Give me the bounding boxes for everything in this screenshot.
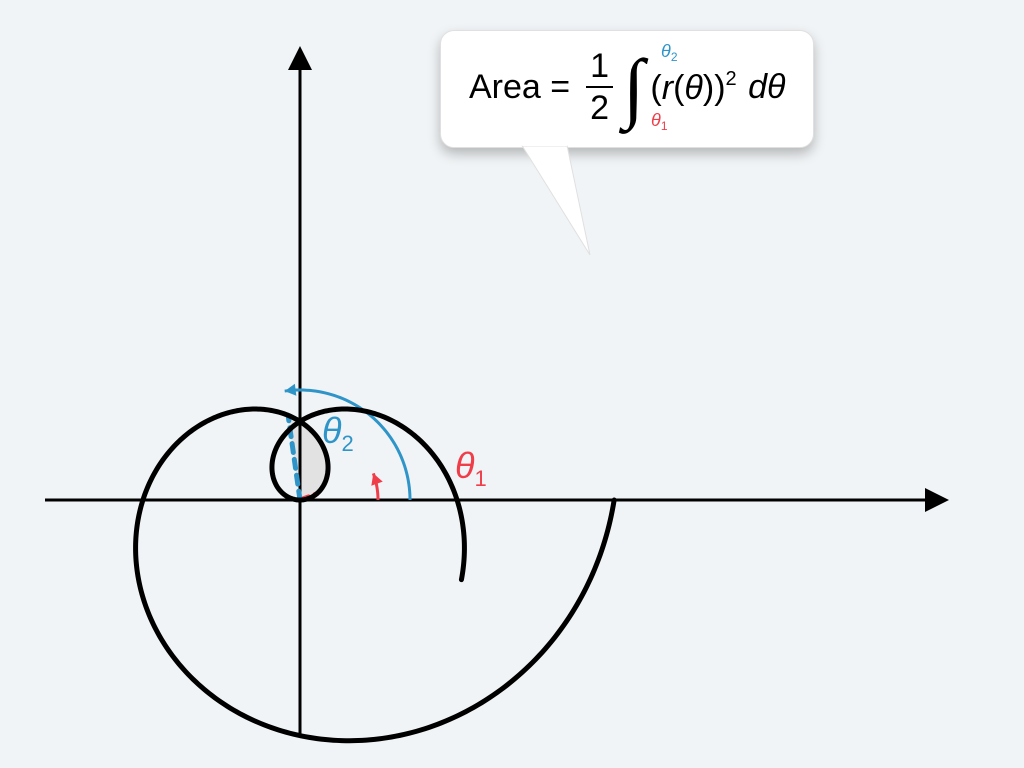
integral-block: ∫ θ2 θ1 <box>623 56 644 118</box>
fraction-denominator: 2 <box>586 88 613 125</box>
diagram-stage: Area = 1 2 ∫ θ2 θ1 (r(θ))2 dθ θ1 θ2 <box>0 0 1024 768</box>
integral-upper-bound: θ2 <box>661 42 677 63</box>
area-formula: Area = 1 2 ∫ θ2 θ1 (r(θ))2 dθ <box>469 49 785 125</box>
formula-lhs: Area = <box>469 70 570 104</box>
integrand: (r(θ))2 <box>650 69 736 105</box>
exponent-2: 2 <box>726 68 737 90</box>
theta1-label: θ1 <box>455 445 487 492</box>
fraction-numerator: 1 <box>586 49 613 86</box>
one-half-fraction: 1 2 <box>586 49 613 125</box>
integral-lower-bound: θ1 <box>651 111 667 132</box>
theta2-label: θ2 <box>322 410 354 457</box>
integral-symbol: ∫ <box>623 56 644 118</box>
dtheta: dθ <box>739 70 786 104</box>
area-formula-callout: Area = 1 2 ∫ θ2 θ1 (r(θ))2 dθ <box>440 30 814 148</box>
